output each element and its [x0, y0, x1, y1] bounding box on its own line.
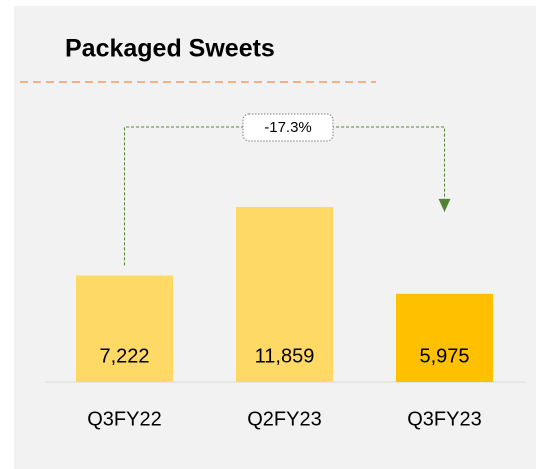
annotation: -17.3% [264, 119, 312, 136]
annotation-connector [124, 126, 445, 266]
x-tick-label: Q2FY23 [247, 408, 321, 430]
chart-title: Packaged Sweets [65, 35, 275, 63]
x-tick-label: Q3FY23 [407, 408, 481, 430]
value-label: 11,859 [255, 345, 315, 367]
x-tick-label: Q3FY22 [87, 408, 161, 430]
annotation-arrowhead [438, 198, 451, 212]
value-label: 7,222 [99, 345, 149, 367]
bar [76, 275, 173, 382]
bar [396, 293, 493, 382]
value-label: 5,975 [419, 345, 469, 367]
bar [236, 207, 333, 382]
annotation-box [242, 113, 334, 142]
